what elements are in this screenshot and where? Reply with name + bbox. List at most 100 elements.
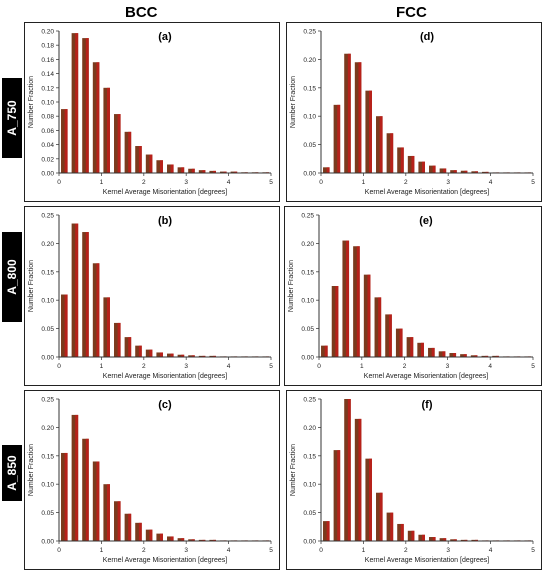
x-tick-label: 2 <box>142 363 146 370</box>
bar-highlight <box>431 347 435 357</box>
bar-highlight <box>170 536 174 541</box>
y-tick-label: 0.10 <box>41 100 54 107</box>
bar <box>397 147 404 173</box>
chart-panel-e: 0.00 0.05 0.10 0.15 0.20 0.25 0 1 2 3 4 5 Kernel Ave… <box>284 206 542 386</box>
bar-highlight <box>485 171 489 173</box>
y-tick-label: 0.15 <box>303 85 316 92</box>
bar <box>438 351 446 357</box>
bar-highlight <box>400 147 404 173</box>
bar <box>333 104 341 173</box>
y-tick-label: 0.15 <box>301 269 314 276</box>
bar <box>82 232 89 357</box>
bar-highlight <box>347 399 351 541</box>
y-axis-label: Number Fraction <box>28 260 35 312</box>
bar <box>418 534 425 541</box>
y-tick-label: 0.10 <box>41 482 54 489</box>
bar-highlight <box>160 533 163 541</box>
bar <box>439 168 447 173</box>
bar-highlight <box>181 354 185 357</box>
y-axis-label: Number Fraction <box>290 76 297 128</box>
bar <box>344 53 351 173</box>
y-tick-label: 0.10 <box>41 298 54 305</box>
x-axis-label: Kernel Average Misorientation [degrees] <box>364 373 488 380</box>
bar <box>374 297 382 357</box>
bar-highlight <box>335 286 339 357</box>
bar-highlight <box>64 109 68 173</box>
bar <box>354 418 362 541</box>
row-label-a800-text: A_800 <box>5 259 19 295</box>
bar-highlight <box>369 90 372 173</box>
y-axis-label: Number Fraction <box>28 444 35 496</box>
bar-highlight <box>234 171 238 173</box>
bar-highlight <box>422 534 425 541</box>
bar-highlight <box>202 539 206 541</box>
x-tick-label: 2 <box>404 547 408 554</box>
bar <box>71 223 79 357</box>
y-tick-label: 0.20 <box>41 241 54 248</box>
bar <box>353 246 360 357</box>
x-tick-label: 3 <box>446 363 450 370</box>
bar <box>331 286 339 357</box>
bar-highlight <box>422 161 425 173</box>
bar <box>103 87 110 173</box>
y-tick-label: 0.04 <box>41 142 54 149</box>
bar <box>385 314 392 357</box>
y-tick-label: 0.25 <box>303 29 316 36</box>
x-axis-label: Kernel Average Misorientation [degrees] <box>365 189 489 196</box>
bar <box>156 533 163 541</box>
bar <box>439 538 447 541</box>
bar <box>135 146 142 173</box>
chart-panel-f: 0.00 0.05 0.10 0.15 0.20 0.25 0 1 2 3 4 5 Kernel Ave… <box>286 390 542 570</box>
x-axis-label: Kernel Average Misorientation [degrees] <box>103 373 227 380</box>
x-tick-label: 1 <box>362 179 366 186</box>
x-tick-label: 0 <box>57 547 61 554</box>
bar <box>376 492 383 541</box>
y-tick-label: 0.25 <box>301 213 314 220</box>
y-tick-label: 0.12 <box>41 85 54 92</box>
y-tick-label: 0.10 <box>301 298 314 305</box>
bar-highlight <box>432 537 436 541</box>
bar <box>135 522 142 541</box>
bar <box>188 539 195 541</box>
y-tick-label: 0.15 <box>303 453 316 460</box>
y-tick-label: 0.05 <box>41 326 54 333</box>
x-tick-label: 3 <box>446 179 450 186</box>
bar-highlight <box>107 297 110 357</box>
bar-highlight <box>96 62 100 173</box>
bar <box>61 109 68 173</box>
bar <box>406 337 414 357</box>
chart-svg: 0.00 0.05 0.10 0.15 0.20 0.25 0 1 2 3 4 5 Kernel Ave… <box>290 397 535 565</box>
panel-label: (a) <box>158 31 172 43</box>
bar-highlight <box>149 349 153 357</box>
x-tick-label: 5 <box>269 363 273 370</box>
bar-highlight <box>149 154 153 173</box>
y-tick-label: 0.20 <box>41 425 54 432</box>
bar <box>470 355 478 357</box>
bar <box>376 116 383 173</box>
bar-highlight <box>75 33 79 173</box>
bar-highlight <box>117 501 121 541</box>
panel-label: (d) <box>420 31 434 43</box>
bar <box>471 171 478 173</box>
bar <box>407 155 415 173</box>
y-tick-label: 0.20 <box>303 425 316 432</box>
bar <box>145 154 153 173</box>
bar <box>429 165 436 173</box>
x-tick-label: 0 <box>317 363 321 370</box>
x-tick-label: 4 <box>489 547 493 554</box>
bar-highlight <box>107 484 110 541</box>
y-tick-label: 0.20 <box>41 29 54 36</box>
bar <box>386 133 394 173</box>
panel-label: (b) <box>158 215 172 227</box>
x-tick-label: 1 <box>100 547 104 554</box>
bar <box>188 355 195 357</box>
y-tick-label: 0.02 <box>41 156 54 163</box>
chart-svg: 0.00 0.05 0.10 0.15 0.20 0.25 0 1 2 3 4 5 Kernel Ave… <box>290 29 535 197</box>
bar <box>220 171 227 173</box>
y-tick-label: 0.00 <box>303 539 316 546</box>
bar-highlight <box>117 322 121 357</box>
y-tick-label: 0.00 <box>41 355 54 362</box>
bar-highlight <box>223 171 227 173</box>
x-tick-label: 4 <box>227 547 231 554</box>
y-tick-label: 0.16 <box>41 57 54 64</box>
